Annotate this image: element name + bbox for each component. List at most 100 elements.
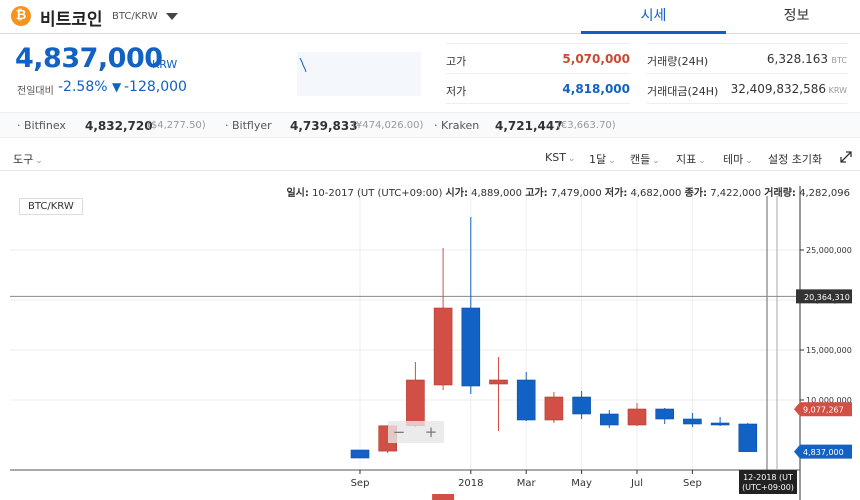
- crosshair-time-label: 12-2018 (UT: [743, 473, 793, 482]
- exchange-name: · Bitfinex: [17, 119, 66, 132]
- candle-body: [572, 396, 591, 415]
- ohlc-info-line: 일시: 10-2017 (UT (UTC+09:00) 시가: 4,889,00…: [286, 184, 850, 199]
- change-label: 전일대비: [17, 86, 54, 97]
- interval-menu[interactable]: 1달: [589, 151, 616, 167]
- coin-pair[interactable]: BTC/KRW: [112, 11, 158, 22]
- amount-label: 거래대금(24H): [647, 85, 719, 98]
- crosshair-time-tag: [739, 470, 797, 494]
- date-label: 일시:: [286, 188, 309, 199]
- high-label: 고가:: [525, 188, 548, 199]
- candle-body: [738, 423, 758, 452]
- exchange-converted: ($4,277.50): [147, 120, 206, 131]
- pair-badge: BTC/KRW: [19, 198, 83, 215]
- down-arrow-icon: ▼: [112, 80, 122, 94]
- price-unit: KRW: [152, 58, 178, 71]
- volume-value: 4,282,096: [799, 188, 850, 199]
- current-price: 4,837,000: [15, 43, 163, 74]
- exchange-converted: (€3,663.70): [557, 120, 616, 131]
- candle-body: [683, 418, 702, 425]
- low-label: 저가: [446, 85, 467, 98]
- volume-value: 6,328.163: [766, 52, 828, 66]
- y-tick-label: 25,000,000: [806, 246, 852, 255]
- candle-body: [350, 449, 370, 459]
- exchange-name: · Kraken: [434, 119, 480, 132]
- candle-body: [544, 396, 564, 421]
- theme-menu[interactable]: 테마: [723, 151, 753, 167]
- candlestick-chart[interactable]: 25,000,00020,000,00015,000,00010,000,000…: [0, 176, 860, 500]
- exchange-bar: · Bitfinex 4,832,720 ($4,277.50) · Bitfl…: [0, 112, 860, 138]
- y-tick-label: 10,000,000: [806, 396, 852, 405]
- price-tag-label: 9,077,267: [803, 406, 844, 415]
- price-tag: [794, 402, 852, 417]
- mini-chart: [297, 52, 421, 96]
- candle-body: [599, 413, 619, 426]
- bitcoin-icon: ₿: [11, 6, 31, 26]
- close-label: 종가:: [684, 188, 708, 199]
- exchange-value: 4,832,720: [85, 119, 153, 133]
- amount-unit: KRW: [828, 86, 847, 95]
- tab-quote[interactable]: 시세: [581, 0, 726, 34]
- date-value: 10-2017 (UT (UTC+09:00): [312, 188, 443, 199]
- zoom-controls[interactable]: [388, 421, 444, 443]
- exchange-value: 4,739,833: [290, 119, 358, 133]
- volume-box: 거래량(24H) 6,328.163 BTC 거래대금(24H) 32,409,…: [647, 43, 847, 104]
- zoom-in-icon[interactable]: +: [425, 423, 438, 441]
- candle-body: [461, 307, 481, 387]
- exchange-name: · Bitflyer: [225, 119, 272, 132]
- header: ₿ 비트코인 BTC/KRW 시세 정보: [0, 0, 860, 34]
- candle-body: [627, 408, 647, 426]
- amount-row: 거래대금(24H) 32,409,832,586 KRW: [647, 74, 847, 104]
- x-tick-label: Jul: [630, 478, 643, 489]
- reset-settings-button[interactable]: 설정 초기화: [768, 153, 823, 166]
- candle-body: [433, 307, 453, 386]
- volume-bar: [432, 494, 455, 500]
- candle-body: [406, 379, 425, 427]
- crosshair-time-label: (UTC+09:00): [742, 483, 794, 492]
- candle-body: [655, 408, 675, 420]
- chart-type-menu[interactable]: 캔들: [630, 151, 660, 167]
- exchange-converted: (¥474,026.00): [352, 120, 424, 131]
- volume-label: 거래량:: [764, 188, 796, 199]
- timezone-menu[interactable]: KST: [545, 151, 575, 164]
- x-tick-label: Sep: [683, 478, 702, 489]
- high-row: 고가 5,070,000: [446, 44, 630, 74]
- high-value: 7,479,000: [550, 188, 602, 199]
- close-value: 7,422,000: [710, 188, 762, 199]
- x-tick-label: May: [571, 478, 592, 489]
- open-value: 4,889,000: [471, 188, 523, 199]
- low-value: 4,818,000: [562, 82, 630, 96]
- tab-info[interactable]: 정보: [783, 8, 810, 24]
- indicator-menu[interactable]: 지표: [676, 151, 706, 167]
- volume-unit: BTC: [831, 56, 848, 65]
- zoom-out-icon[interactable]: −: [393, 423, 406, 441]
- high-value: 5,070,000: [562, 52, 630, 66]
- low-value: 4,682,000: [630, 188, 682, 199]
- candle-body: [489, 379, 508, 385]
- price-tag: [794, 444, 852, 459]
- volume-row: 거래량(24H) 6,328.163 BTC: [647, 44, 847, 74]
- y-tick-label: 15,000,000: [806, 346, 852, 355]
- low-row: 저가 4,818,000: [446, 74, 630, 104]
- x-tick-label: 2018: [458, 478, 483, 489]
- candle-body: [710, 422, 730, 426]
- change-percent: -2.58%: [58, 79, 108, 95]
- high-low-box: 고가 5,070,000 저가 4,818,000: [446, 43, 630, 104]
- coin-name[interactable]: 비트코인: [40, 10, 103, 30]
- low-label: 저가:: [604, 188, 628, 199]
- chevron-down-icon[interactable]: [166, 13, 178, 20]
- open-label: 시가:: [445, 188, 468, 199]
- expand-icon[interactable]: [840, 151, 852, 163]
- mini-chart-line: [299, 57, 307, 73]
- change-amount: -128,000: [124, 79, 187, 95]
- crosshair-price-tag: [796, 289, 852, 304]
- price-tag-label: 4,837,000: [803, 448, 844, 457]
- candle-body: [516, 379, 536, 421]
- tools-menu[interactable]: 도구: [13, 151, 43, 167]
- x-tick-label: Mar: [517, 478, 537, 489]
- chart-toolbar: 도구 KST 1달 캔들 지표 테마 설정 초기화: [0, 145, 860, 171]
- exchange-value: 4,721,447: [495, 119, 563, 133]
- crosshair-price-label: 20,364,310: [804, 293, 850, 302]
- x-tick-label: Sep: [351, 478, 370, 489]
- amount-value: 32,409,832,586: [730, 82, 826, 96]
- high-label: 고가: [446, 55, 467, 68]
